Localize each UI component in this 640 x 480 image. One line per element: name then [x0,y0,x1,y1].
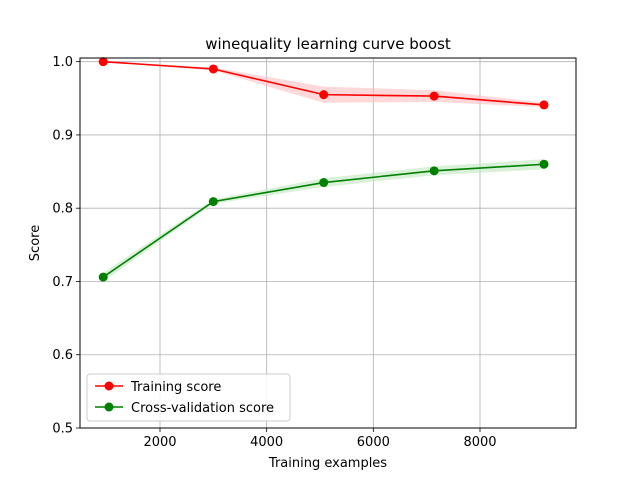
grid [80,58,576,429]
y-axis-label: Score [28,225,43,261]
point-training [319,90,329,100]
y-tick-label: 1.0 [52,55,73,70]
x-tick-label: 2000 [143,435,176,450]
x-tick-label: 4000 [250,435,283,450]
y-tick-label: 0.6 [52,348,73,363]
point-cv [429,166,439,176]
legend-label-training: Training score [130,380,221,395]
plot-frame [79,57,577,429]
y-tick-label: 0.7 [52,275,73,290]
point-cv [319,178,329,188]
legend: Training score Cross-validation score [86,373,291,422]
legend-label-cv: Cross-validation score [131,401,274,416]
y-tick-label: 0.5 [52,422,73,437]
point-cv [539,159,549,169]
point-training [539,100,549,110]
point-training [208,64,218,74]
point-cv [98,272,108,282]
x-tick-label: 8000 [463,435,496,450]
axis-ticks: 2000 4000 6000 8000 0.5 0.6 0.7 0.8 0.9 1.0 [52,55,496,450]
point-training [429,91,439,101]
chart-title: winequality learning curve boost [205,35,451,53]
legend-box [86,373,291,422]
legend-marker-cv [104,402,114,412]
series-points [98,57,549,282]
y-tick-label: 0.9 [52,128,73,143]
y-tick-label: 0.8 [52,202,73,217]
x-axis-label: Training examples [268,456,387,471]
x-tick-label: 6000 [357,435,390,450]
point-training [98,57,108,67]
point-cv [208,197,218,207]
legend-marker-training [104,381,114,391]
